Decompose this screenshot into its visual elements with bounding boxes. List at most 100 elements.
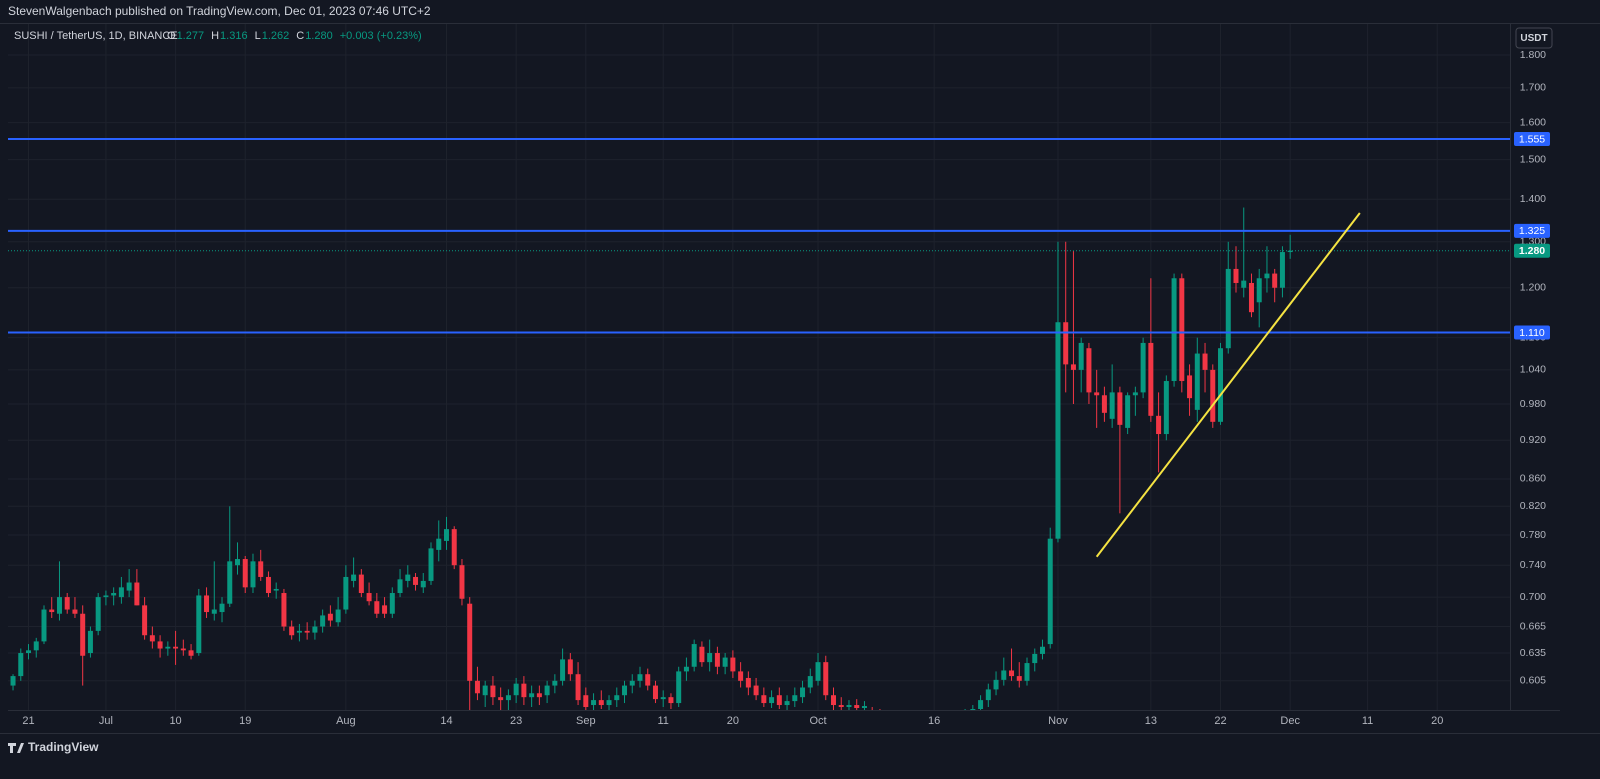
candle-body	[1148, 342, 1154, 416]
y-tick-label: 0.860	[1520, 473, 1546, 485]
candle-body	[111, 593, 117, 596]
candle-body	[149, 635, 155, 642]
candle-body	[838, 705, 844, 708]
candle-body	[1001, 670, 1007, 680]
candle-body	[1132, 392, 1138, 396]
candle-body	[173, 646, 179, 649]
candle-body	[753, 685, 759, 696]
x-tick-label: 20	[727, 715, 739, 727]
candle-body	[474, 680, 480, 694]
candle-body	[459, 565, 465, 599]
trend-line	[1095, 212, 1361, 558]
candle-body	[296, 630, 302, 633]
candle-body	[1094, 392, 1100, 396]
candle-body	[970, 709, 976, 710]
candle-body	[1279, 252, 1285, 288]
candle-body	[211, 609, 217, 614]
candle-body	[985, 689, 991, 701]
candle-body	[831, 695, 837, 706]
candle-body	[134, 582, 140, 606]
candle-body	[219, 603, 225, 613]
legend-key: O	[167, 30, 176, 42]
candle-body	[18, 653, 24, 677]
x-tick-label: 11	[1362, 715, 1373, 727]
legend-value: 1.262	[262, 30, 290, 42]
candle-body	[800, 687, 806, 698]
candle-body	[792, 695, 798, 702]
y-tick-label: 1.200	[1520, 282, 1546, 294]
candle-body	[351, 574, 357, 581]
candle-body	[41, 609, 47, 642]
candle-body	[761, 695, 767, 704]
candle-body	[660, 697, 666, 700]
candle-body	[33, 641, 39, 651]
candle-body	[358, 574, 364, 594]
candle-body	[668, 697, 674, 704]
y-tick-label: 0.665	[1520, 620, 1546, 632]
candle-body	[374, 601, 380, 614]
brand: TradingView	[28, 740, 99, 754]
candle-body	[1233, 268, 1239, 283]
candle-body	[103, 595, 109, 598]
candle-body	[428, 548, 434, 581]
candle-body	[451, 529, 457, 566]
candle-body	[1156, 415, 1162, 435]
candle-body	[784, 701, 790, 706]
candle-body	[56, 597, 62, 614]
candle-body	[142, 605, 148, 636]
candle-body	[343, 576, 349, 610]
publisher-line: StevenWalgenbach published on TradingVie…	[8, 4, 431, 18]
candle-body	[776, 695, 782, 706]
candle-body	[320, 615, 326, 627]
legend-key: H	[211, 30, 219, 42]
y-tick-label: 1.500	[1520, 153, 1546, 165]
candle-body	[95, 597, 101, 631]
y-tick-label: 1.700	[1520, 82, 1546, 94]
candle-body	[622, 685, 628, 696]
y-tick-label: 0.920	[1520, 434, 1546, 446]
candle-body	[304, 630, 310, 633]
candle-body	[815, 662, 821, 681]
currency-button[interactable]	[1515, 27, 1553, 49]
candle-body	[1272, 273, 1278, 288]
candle-body	[366, 593, 372, 602]
legend-value: 1.277	[177, 30, 205, 42]
candle-body	[637, 674, 643, 681]
candle-body	[1287, 250, 1293, 253]
level-label: 1.325	[1519, 225, 1545, 237]
candle-body	[180, 648, 186, 651]
candle-body	[196, 595, 202, 654]
candle-body	[714, 653, 720, 667]
candle-body	[1086, 348, 1092, 393]
candle-body	[242, 559, 248, 588]
candle-body	[993, 679, 999, 690]
candle-body	[1078, 342, 1084, 370]
level-badge	[1514, 223, 1550, 238]
candle-body	[645, 674, 651, 686]
candle-body	[1248, 282, 1254, 313]
candle-body	[745, 677, 751, 688]
candle-body	[405, 574, 411, 581]
legend-key: L	[255, 30, 261, 42]
candle-body	[397, 579, 403, 594]
candle-body	[72, 609, 78, 614]
candle-body	[1179, 278, 1185, 382]
candle-body	[204, 595, 210, 613]
candle-body	[567, 659, 573, 675]
x-tick-label: 13	[1145, 715, 1157, 727]
candle-body	[707, 653, 713, 663]
candle-body	[312, 626, 318, 633]
candle-body	[730, 657, 736, 672]
y-tick-label: 1.600	[1520, 116, 1546, 128]
candle-body	[49, 609, 55, 613]
candle-body	[854, 705, 860, 709]
x-tick-label: 23	[510, 715, 522, 727]
candle-body	[1140, 342, 1146, 393]
candle-body	[382, 605, 388, 614]
x-tick-label: Aug	[336, 715, 356, 727]
candle-body	[10, 676, 16, 686]
currency-label[interactable]: USDT	[1520, 33, 1547, 44]
candle-body	[443, 529, 449, 541]
